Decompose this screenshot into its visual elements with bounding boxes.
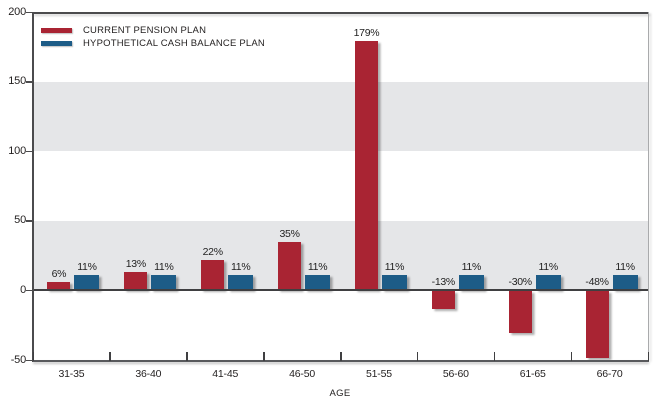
plot-top-border	[33, 12, 649, 14]
bar	[124, 272, 148, 291]
y-tick-mark	[26, 359, 33, 361]
bar	[431, 291, 455, 310]
legend-label: CURRENT PENSION PLAN	[83, 25, 207, 36]
bar	[47, 282, 71, 291]
x-tick-mark	[340, 352, 342, 361]
bar	[201, 259, 225, 291]
x-category-label: 46-50	[289, 368, 315, 380]
plot-right-border	[648, 12, 649, 361]
x-tick-mark	[493, 352, 496, 361]
grid-band	[33, 81, 648, 152]
zero-baseline	[33, 289, 648, 292]
bar	[354, 41, 378, 291]
y-tick-label: 100	[8, 144, 26, 157]
legend-item-cash-balance: HYPOTHETICAL CASH BALANCE PLAN	[41, 37, 265, 50]
bar-value-label: 22%	[202, 245, 223, 258]
bar-value-label: 11%	[77, 261, 97, 274]
plot-area: 6% 11% 13% 11% 22% 11% 35% 11% 179% 11% -13% 11% -30…	[33, 12, 648, 361]
x-tick-mark	[186, 352, 188, 361]
x-category-label: 56-60	[442, 368, 469, 380]
y-tick-mark	[26, 150, 33, 153]
y-tick-mark	[26, 220, 33, 222]
x-category-label: 36-40	[135, 368, 162, 380]
bar	[508, 291, 532, 334]
y-tick-label: 50	[14, 214, 26, 227]
y-tick-mark	[26, 11, 33, 13]
y-tick-label: 200	[8, 5, 26, 18]
x-category-label: 51-55	[366, 368, 392, 380]
x-tick-mark	[647, 352, 649, 361]
bar-value-label: 6%	[51, 268, 67, 281]
legend-swatch-blue	[41, 41, 72, 46]
x-tick-mark	[263, 352, 265, 361]
bar	[74, 275, 100, 291]
x-category-label: 41-45	[212, 368, 239, 380]
y-tick-label: 0	[20, 283, 26, 296]
bar-value-label: -13%	[431, 276, 456, 289]
bar	[612, 275, 638, 291]
x-tick-mark	[32, 352, 34, 361]
bar-value-label: 11%	[154, 261, 174, 274]
bar-value-label: 35%	[279, 227, 300, 240]
bar-value-label: 11%	[538, 261, 559, 274]
bar-value-label: 13%	[125, 258, 146, 271]
bar-value-label: 11%	[307, 261, 328, 274]
bar-value-label: 11%	[384, 261, 405, 274]
legend: CURRENT PENSION PLAN HYPOTHETICAL CASH B…	[41, 24, 265, 50]
x-tick-mark	[416, 352, 419, 361]
bar-value-label: 11%	[615, 261, 635, 274]
y-tick-mark	[26, 289, 33, 292]
bar	[278, 241, 302, 291]
y-tick-label: 150	[8, 75, 26, 88]
x-category-label: 61-65	[519, 368, 546, 380]
legend-label: HYPOTHETICAL CASH BALANCE PLAN	[83, 38, 265, 49]
bar-value-label: 11%	[231, 261, 251, 274]
bar-value-label: 179%	[353, 27, 380, 40]
bar	[381, 275, 407, 291]
bar-value-label: -30%	[508, 276, 533, 289]
x-axis-title: AGE	[329, 388, 351, 399]
bar	[228, 275, 254, 291]
x-tick-mark	[570, 352, 573, 361]
bar	[585, 291, 609, 359]
legend-swatch-red	[41, 28, 72, 33]
x-tick-mark	[109, 352, 111, 361]
bar	[535, 275, 561, 291]
x-category-label: 66-70	[596, 368, 623, 380]
bar	[458, 275, 484, 291]
legend-item-current-pension: CURRENT PENSION PLAN	[41, 24, 265, 37]
y-tick-mark	[26, 81, 33, 83]
x-category-label: 31-35	[58, 368, 85, 380]
bar	[151, 275, 177, 291]
y-tick-label: -50	[10, 353, 27, 366]
y-axis-line	[32, 12, 34, 362]
bar-value-label: 11%	[461, 261, 482, 274]
bar	[305, 275, 331, 291]
bar-value-label: -48%	[585, 276, 609, 289]
